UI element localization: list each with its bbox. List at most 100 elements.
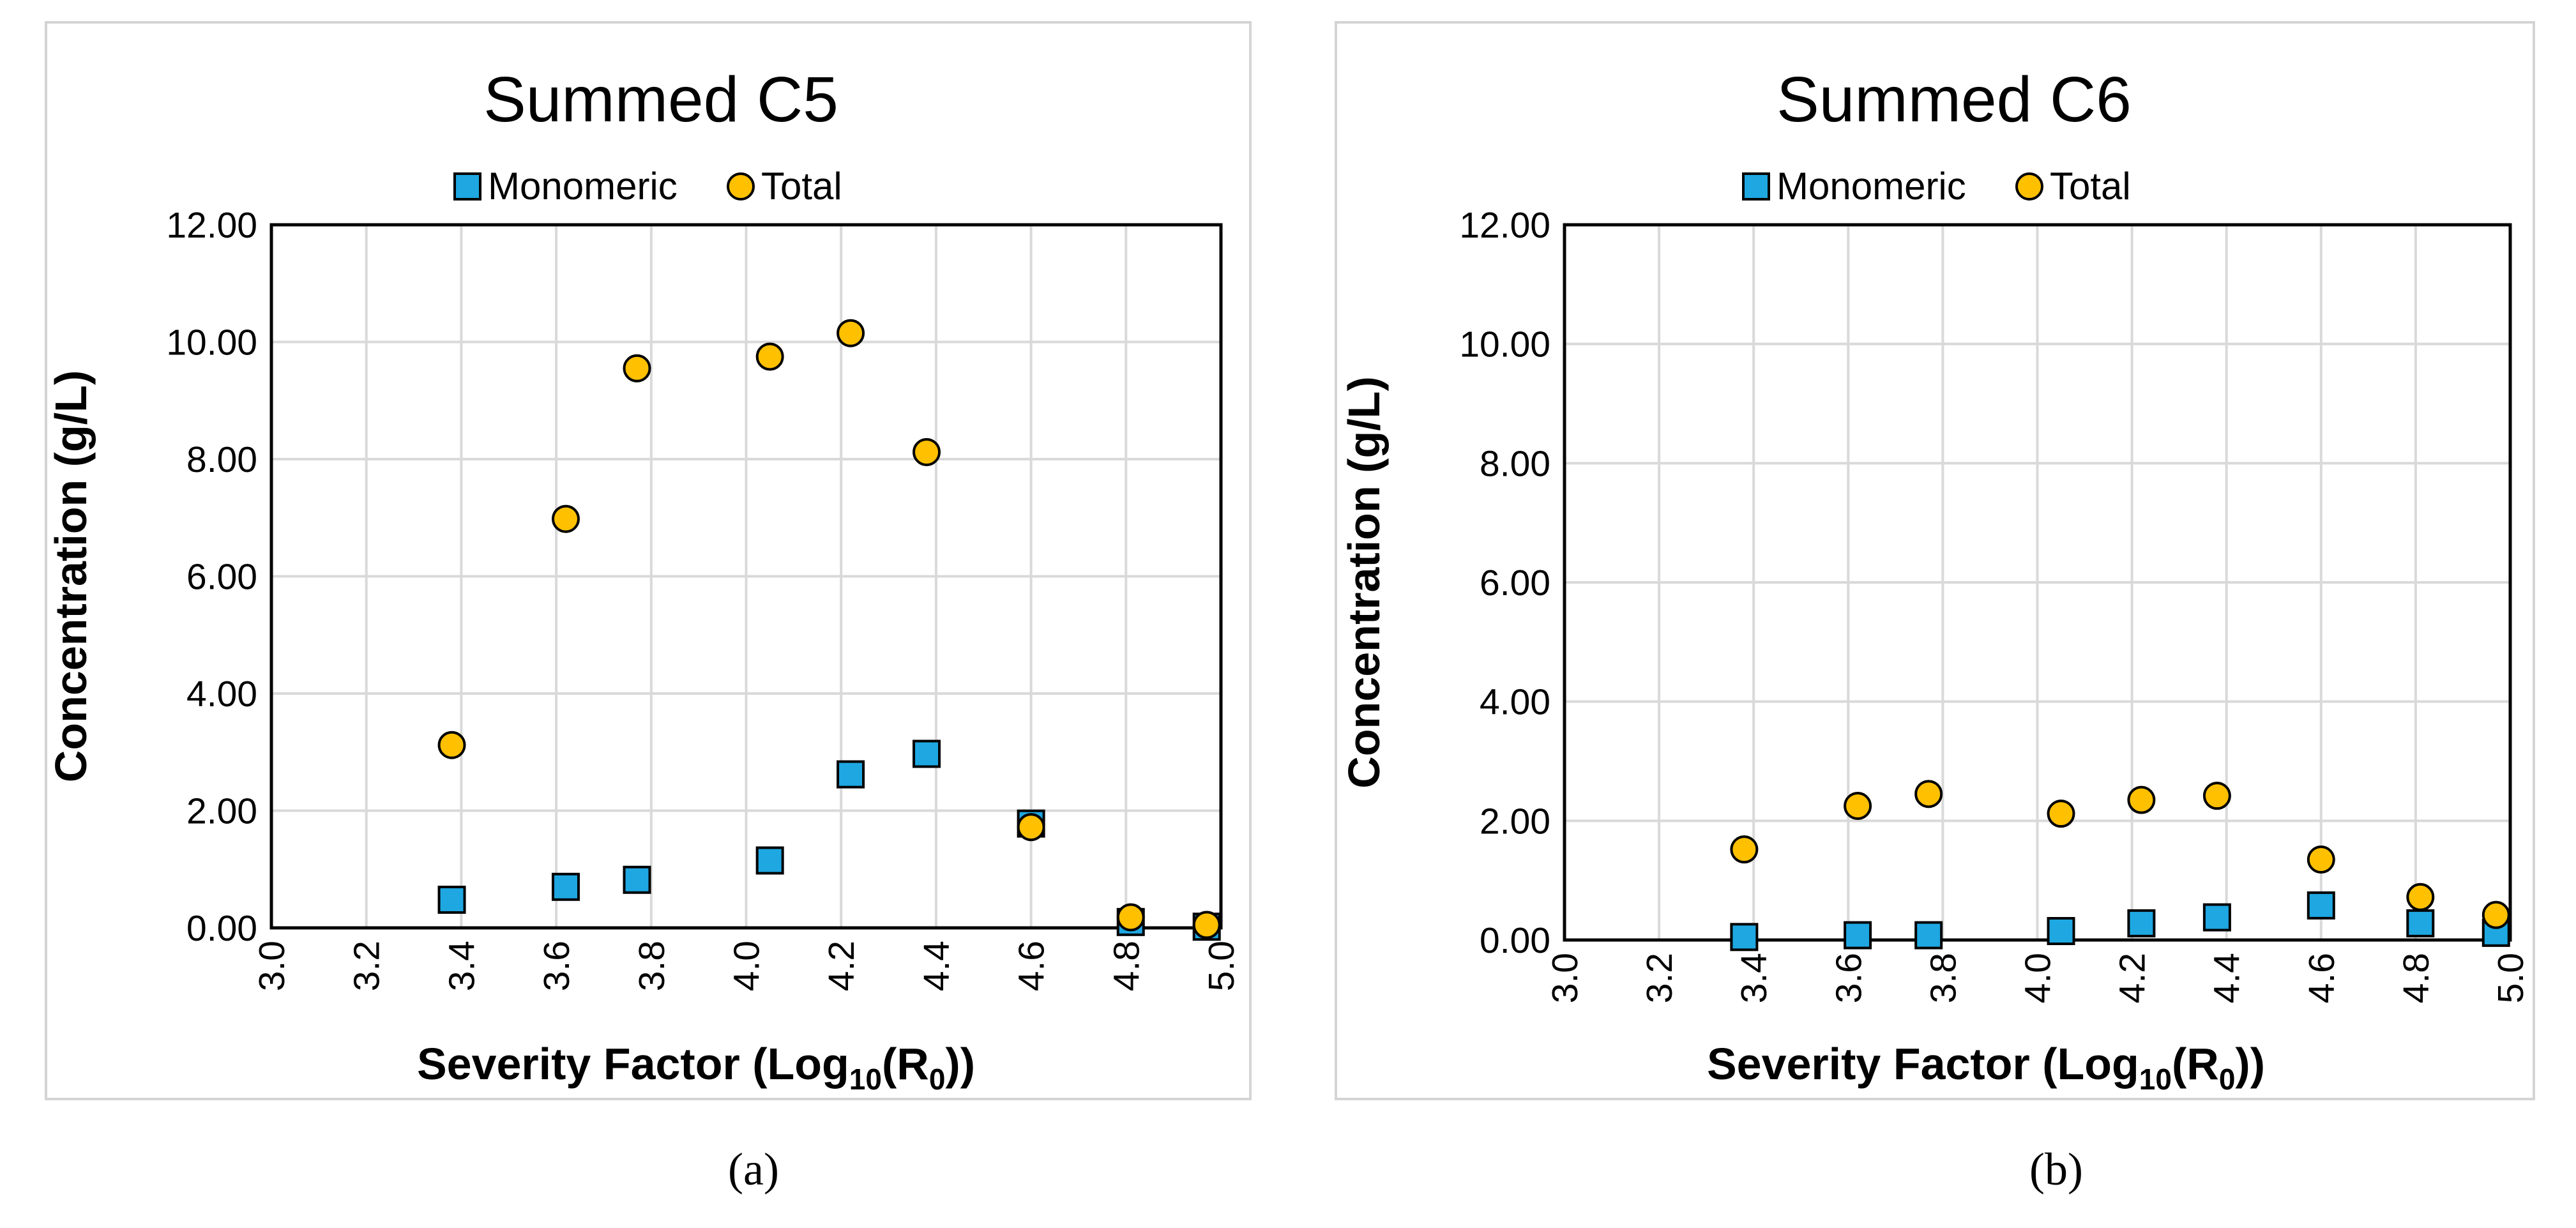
point-monomeric <box>1844 921 1872 950</box>
point-monomeric <box>837 760 865 789</box>
point-total <box>551 504 580 533</box>
point-total <box>2047 800 2075 828</box>
plot-border <box>1563 223 2512 942</box>
x-axis-label: Severity Factor (Log10(R0)) <box>1707 1039 2265 1096</box>
x-axis-label-part: (R <box>2172 1039 2219 1089</box>
point-total <box>1844 792 1872 820</box>
point-total <box>1116 903 1145 932</box>
x-tick-label: 5.0 <box>1201 941 1242 991</box>
x-axis-label-subscript: 0 <box>929 1063 946 1096</box>
x-tick-label: 4.4 <box>2207 953 2248 1003</box>
point-total <box>2127 785 2156 814</box>
point-monomeric <box>2127 909 2156 937</box>
point-total <box>755 342 784 371</box>
point-total <box>1730 835 1759 864</box>
point-total <box>623 354 651 383</box>
x-axis-label-subscript: 0 <box>2219 1063 2236 1096</box>
y-tick-label: 12.00 <box>1459 205 1550 246</box>
point-monomeric <box>2047 917 2075 945</box>
point-total <box>437 731 466 759</box>
x-tick-label: 4.8 <box>1106 941 1147 991</box>
point-total <box>2406 883 2435 911</box>
point-monomeric <box>551 872 580 901</box>
chart-title: Summed C6 <box>1777 64 2132 135</box>
chart-title: Summed C5 <box>483 64 838 135</box>
x-axis-label-part: (R <box>882 1039 929 1089</box>
point-total <box>1914 780 1943 808</box>
point-total <box>1017 813 1045 842</box>
x-tick-label: 3.0 <box>252 941 292 991</box>
x-tick-label: 4.0 <box>2018 953 2059 1003</box>
legend-marker-monomeric <box>1742 172 1770 201</box>
x-axis-label-part: )) <box>2235 1039 2265 1089</box>
legend-marker-total <box>2015 172 2043 201</box>
point-monomeric <box>2307 891 2335 920</box>
chart-panel-a <box>45 21 1252 1100</box>
panel-caption-b: (b) <box>2029 1144 2083 1195</box>
x-tick-label: 4.2 <box>2112 953 2153 1003</box>
plot-border <box>269 223 1223 930</box>
x-axis-label-part: Severity Factor (Log <box>1707 1039 2139 1089</box>
x-tick-label: 3.0 <box>1545 953 1586 1003</box>
point-monomeric <box>2202 903 2231 932</box>
x-tick-label: 3.8 <box>632 941 672 991</box>
y-tick-label: 6.00 <box>186 557 257 598</box>
x-axis-label-subscript: 10 <box>849 1063 882 1096</box>
x-tick-label: 3.2 <box>1639 953 1680 1003</box>
point-monomeric <box>1730 923 1759 951</box>
point-monomeric <box>913 739 941 768</box>
point-total <box>2481 900 2510 929</box>
y-tick-label: 10.00 <box>1459 324 1550 365</box>
y-tick-label: 4.00 <box>1480 682 1550 723</box>
x-tick-label: 4.4 <box>916 941 957 991</box>
point-monomeric <box>2406 909 2435 937</box>
x-tick-label: 3.6 <box>1828 953 1869 1003</box>
y-tick-label: 2.00 <box>186 791 257 832</box>
y-tick-label: 8.00 <box>1480 443 1550 484</box>
point-total <box>2307 845 2335 874</box>
x-tick-label: 3.4 <box>1734 953 1775 1003</box>
y-tick-label: 2.00 <box>1480 801 1550 842</box>
y-tick-label: 6.00 <box>1480 563 1550 603</box>
x-axis-label-part: )) <box>945 1039 975 1089</box>
legend-label-total: Total <box>2050 165 2131 208</box>
x-axis-label: Severity Factor (Log10(R0)) <box>417 1039 975 1096</box>
point-monomeric <box>1914 921 1943 950</box>
legend-marker-total <box>727 172 755 201</box>
x-tick-label: 3.6 <box>536 941 577 991</box>
x-tick-label: 3.2 <box>347 941 388 991</box>
point-total <box>913 437 941 466</box>
x-tick-label: 4.6 <box>1011 941 1052 991</box>
point-total <box>837 319 865 347</box>
y-tick-label: 10.00 <box>166 322 257 363</box>
point-total <box>2202 782 2231 810</box>
y-tick-label: 0.00 <box>186 908 257 949</box>
chart-panel-b <box>1335 21 2535 1100</box>
legend-label-monomeric: Monomeric <box>488 165 678 208</box>
y-tick-label: 8.00 <box>186 439 257 480</box>
point-monomeric <box>755 846 784 875</box>
point-total <box>1192 911 1221 939</box>
y-axis-label: Concentration (g/L) <box>46 370 96 782</box>
y-tick-label: 0.00 <box>1480 920 1550 961</box>
x-tick-label: 4.6 <box>2301 953 2342 1003</box>
point-monomeric <box>437 885 466 914</box>
x-tick-label: 4.0 <box>727 941 768 991</box>
x-axis-label-part: Severity Factor (Log <box>417 1039 849 1089</box>
x-tick-label: 4.8 <box>2396 953 2437 1003</box>
x-tick-label: 3.8 <box>1923 953 1964 1003</box>
x-tick-label: 4.2 <box>821 941 862 991</box>
y-tick-label: 12.00 <box>166 205 257 246</box>
legend-label-monomeric: Monomeric <box>1777 165 1966 208</box>
x-tick-label: 5.0 <box>2490 953 2531 1003</box>
x-tick-label: 3.4 <box>441 941 482 991</box>
legend-label-total: Total <box>761 165 842 208</box>
legend-marker-monomeric <box>453 172 481 201</box>
y-axis-label: Concentration (g/L) <box>1339 376 1389 788</box>
point-monomeric <box>623 865 651 894</box>
panel-caption-a: (a) <box>728 1144 779 1195</box>
y-tick-label: 4.00 <box>186 674 257 715</box>
